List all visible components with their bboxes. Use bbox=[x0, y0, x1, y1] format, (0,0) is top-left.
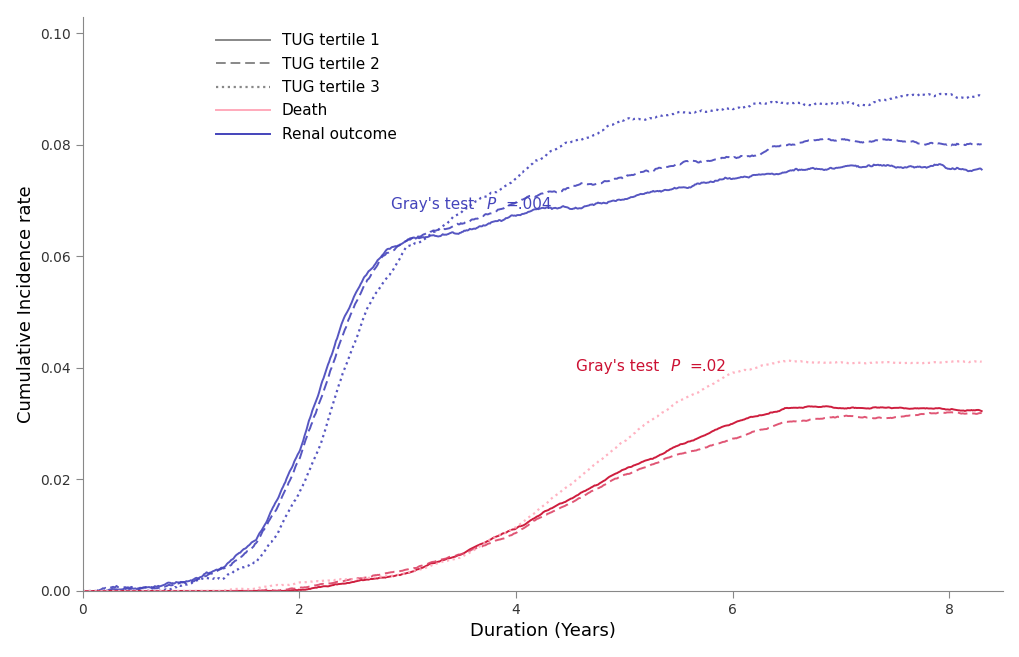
Text: Gray's test: Gray's test bbox=[575, 359, 663, 374]
Y-axis label: Cumulative Incidence rate: Cumulative Incidence rate bbox=[16, 185, 35, 422]
Text: P: P bbox=[486, 197, 495, 212]
Text: =.004: =.004 bbox=[504, 197, 551, 212]
Text: =.02: =.02 bbox=[689, 359, 726, 374]
Text: P: P bbox=[671, 359, 680, 374]
Text: Gray's test: Gray's test bbox=[391, 197, 479, 212]
X-axis label: Duration (Years): Duration (Years) bbox=[470, 622, 615, 641]
Legend: TUG tertile 1, TUG tertile 2, TUG tertile 3, Death, Renal outcome: TUG tertile 1, TUG tertile 2, TUG tertil… bbox=[210, 27, 403, 148]
